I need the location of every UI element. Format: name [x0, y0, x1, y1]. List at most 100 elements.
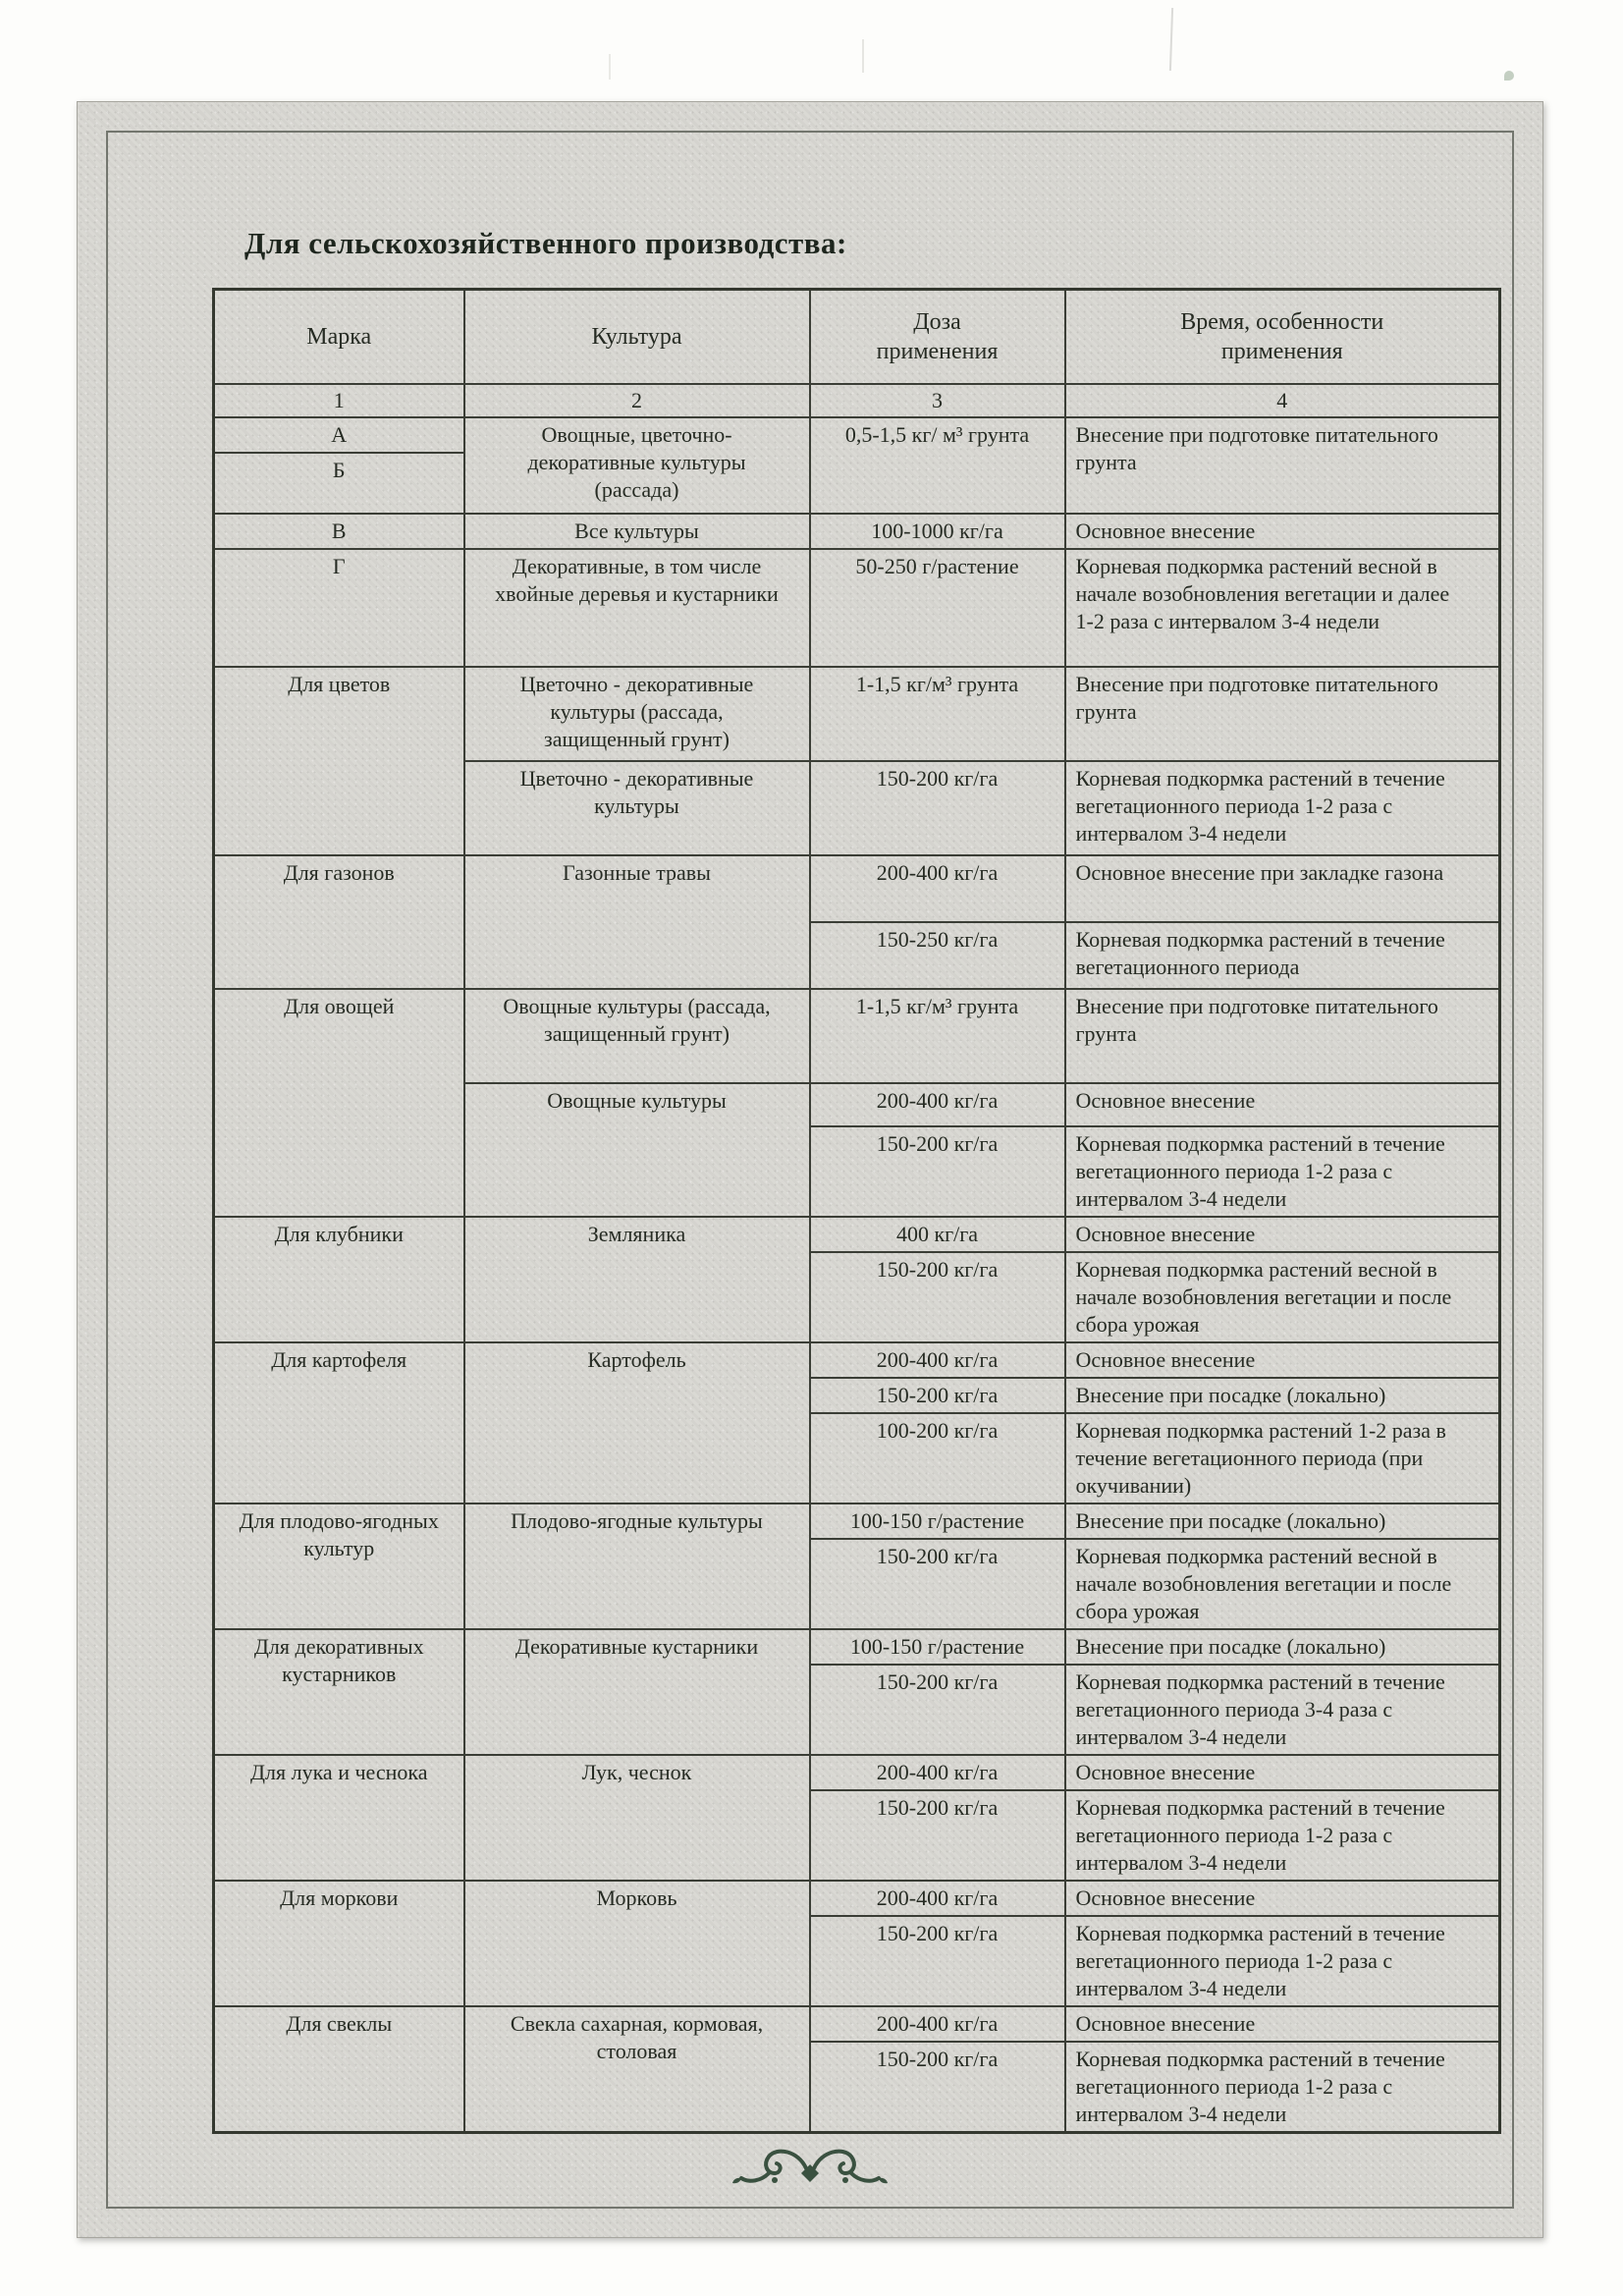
dose-cell: 100-1000 кг/га	[808, 512, 1066, 550]
floral-ornament-icon	[732, 2149, 888, 2184]
culture-cell: Земляника	[462, 1215, 811, 1343]
dose-cell: 200-400 кг/га	[808, 1081, 1066, 1127]
culture-cell: Декоративные кустарники	[462, 1627, 811, 1756]
mark-cell: Для газонов	[212, 853, 465, 990]
time-cell: Корневая подкормка растений в течение ве…	[1063, 1124, 1501, 1218]
column-number-cell: 1	[212, 382, 465, 418]
culture-cell: Все культуры	[462, 512, 811, 550]
time-cell: Основное внесение	[1063, 1879, 1501, 1917]
table-row: А Овощные, цветочно-декоративные культур…	[212, 415, 1501, 515]
mark-cell: Для овощей	[212, 987, 465, 1218]
time-cell: Корневая подкормка растений в течение ве…	[1063, 1663, 1501, 1756]
time-cell: Внесение при подготовке питательного гру…	[1063, 987, 1501, 1084]
table-row: 150-200 кг/га Корневая подкормка растени…	[214, 2040, 1501, 2133]
dose-cell: 150-200 кг/га	[808, 2040, 1066, 2133]
dose-cell: 400 кг/га	[808, 1215, 1066, 1253]
table-row: Для картофеля Картофель 200-400 кг/га Ос…	[212, 1340, 1501, 1504]
page-title: Для сельскохозяйственного производства:	[244, 226, 847, 260]
column-number-cell: 3	[808, 382, 1066, 418]
table-header-row: Марка Культура Доза применения Время, ос…	[212, 288, 1501, 385]
culture-cell: Морковь	[462, 1879, 811, 2007]
table-row: 150-200 кг/га Корневая подкормка растени…	[214, 1788, 1501, 1882]
table-row: 150-200 кг/га Внесение при посадке (лока…	[214, 1376, 1501, 1414]
dose-cell: 1-1,5 кг/м³ грунта	[808, 987, 1066, 1084]
mark-cell: В	[212, 512, 465, 550]
culture-cell: Овощные культуры	[462, 1081, 811, 1218]
table-row: 100-200 кг/га Корневая подкормка растени…	[214, 1411, 1501, 1504]
table-row: Для лука и чеснока Лук, чеснок 200-400 к…	[212, 1753, 1501, 1882]
time-cell: Основное внесение	[1063, 2004, 1501, 2043]
table-row: Для плодово-ягодных культур Плодово-ягод…	[212, 1502, 1501, 1630]
culture-cell: Лук, чеснок	[462, 1753, 811, 1882]
column-number-row: 1 2 3 4	[212, 382, 1501, 418]
dose-cell: 0,5-1,5 кг/ м³ грунта	[808, 415, 1066, 515]
dose-cell: 100-150 г/растение	[808, 1627, 1066, 1666]
time-cell: Корневая подкормка растений весной в нач…	[1063, 1537, 1501, 1630]
mark-cell: Для клубники	[212, 1215, 465, 1343]
time-cell: Основное внесение	[1063, 512, 1501, 550]
time-cell: Внесение при посадке (локально)	[1063, 1502, 1501, 1540]
time-cell: Основное внесение	[1063, 1753, 1501, 1791]
table-row: Для декоративных кустарников Декоративны…	[212, 1627, 1501, 1756]
mark-cell: Для цветов	[212, 665, 465, 856]
column-number-cell: 2	[462, 382, 811, 418]
time-cell: Корневая подкормка растений 1-2 раза в т…	[1063, 1411, 1501, 1504]
fertilizer-application-table: Марка Культура Доза применения Время, ос…	[212, 288, 1501, 2134]
table-row: 150-200 кг/га Корневая подкормка растени…	[214, 1663, 1501, 1756]
dose-cell: 200-400 кг/га	[808, 1340, 1066, 1379]
dose-cell: 50-250 г/растение	[808, 547, 1066, 668]
time-cell: Корневая подкормка растений в течение ве…	[1063, 759, 1501, 856]
time-cell: Основное внесение	[1063, 1081, 1501, 1127]
mark-cell: Для лука и чеснока	[212, 1753, 465, 1882]
table-row: Цветочно - декоративные культуры 150-200…	[214, 759, 1501, 856]
table-row: 150-250 кг/га Корневая подкормка растени…	[214, 920, 1501, 990]
fertilizer-table-container: Марка Культура Доза применения Время, ос…	[212, 288, 1501, 2134]
document-paper: Для сельскохозяйственного производства: …	[77, 101, 1543, 2238]
header-cell-dose: Доза применения	[808, 288, 1066, 385]
table-row: Г Декоративные, в том числе хвойные дере…	[212, 547, 1501, 668]
time-cell: Внесение при подготовке питательного гру…	[1063, 665, 1501, 762]
dose-cell: 200-400 кг/га	[808, 2004, 1066, 2043]
dose-cell: 1-1,5 кг/м³ грунта	[808, 665, 1066, 762]
mark-cell: Для плодово-ягодных культур	[212, 1502, 465, 1630]
culture-cell: Овощные, цветочно-декоративные культуры …	[462, 415, 811, 515]
dose-cell: 150-200 кг/га	[808, 1124, 1066, 1218]
header-time-label: Время, особенности применения	[1180, 308, 1384, 364]
scan-artifact-mark	[609, 54, 611, 80]
mark-cell: Для декоративных кустарников	[212, 1627, 465, 1756]
time-cell: Корневая подкормка растений в течение ве…	[1063, 1914, 1501, 2007]
dose-cell: 150-200 кг/га	[808, 1663, 1066, 1756]
table-row: Для цветов Цветочно - декоративные культ…	[212, 665, 1501, 856]
dose-cell: 100-200 кг/га	[808, 1411, 1066, 1504]
mark-cell: Г	[212, 547, 465, 668]
culture-cell: Декоративные, в том числе хвойные деревь…	[462, 547, 811, 668]
culture-cell: Газонные травы	[462, 853, 811, 990]
time-cell: Корневая подкормка растений весной в нач…	[1063, 547, 1501, 668]
mark-cell: Для картофеля	[212, 1340, 465, 1504]
page-border-frame	[106, 131, 1514, 2209]
dose-cell: 150-200 кг/га	[808, 1788, 1066, 1882]
dose-cell: 150-200 кг/га	[808, 759, 1066, 856]
dose-cell: 200-400 кг/га	[808, 1879, 1066, 1917]
header-cell-time: Время, особенности применения	[1063, 288, 1501, 385]
table-row: В Все культуры 100-1000 кг/га Основное в…	[212, 512, 1501, 550]
scan-artifact-mark	[1168, 7, 1174, 72]
header-dose-label: Доза применения	[876, 308, 999, 364]
time-cell: Корневая подкормка растений в течение ве…	[1063, 1788, 1501, 1882]
table-row: 150-200 кг/га Корневая подкормка растени…	[214, 1124, 1501, 1218]
table-row: Для клубники Земляника 400 кг/га Основно…	[212, 1215, 1501, 1343]
culture-cell: Плодово-ягодные культуры	[462, 1502, 811, 1630]
scan-artifact-mark	[1504, 71, 1514, 81]
mark-cell: Для свеклы	[212, 2004, 465, 2133]
dose-cell: 150-200 кг/га	[808, 1250, 1066, 1343]
column-number-cell: 4	[1063, 382, 1501, 418]
time-cell: Внесение при посадке (локально)	[1063, 1627, 1501, 1666]
table-row: 150-200 кг/га Корневая подкормка растени…	[214, 1250, 1501, 1343]
table-row: Для овощей Овощные культуры (рассада, за…	[212, 987, 1501, 1218]
dose-cell: 150-200 кг/га	[808, 1537, 1066, 1630]
time-cell: Основное внесение при закладке газона	[1063, 853, 1501, 923]
mark-cell: А	[212, 415, 465, 454]
time-cell: Внесение при подготовке питательного гру…	[1063, 415, 1501, 515]
table-row: 150-200 кг/га Корневая подкормка растени…	[214, 1914, 1501, 2007]
